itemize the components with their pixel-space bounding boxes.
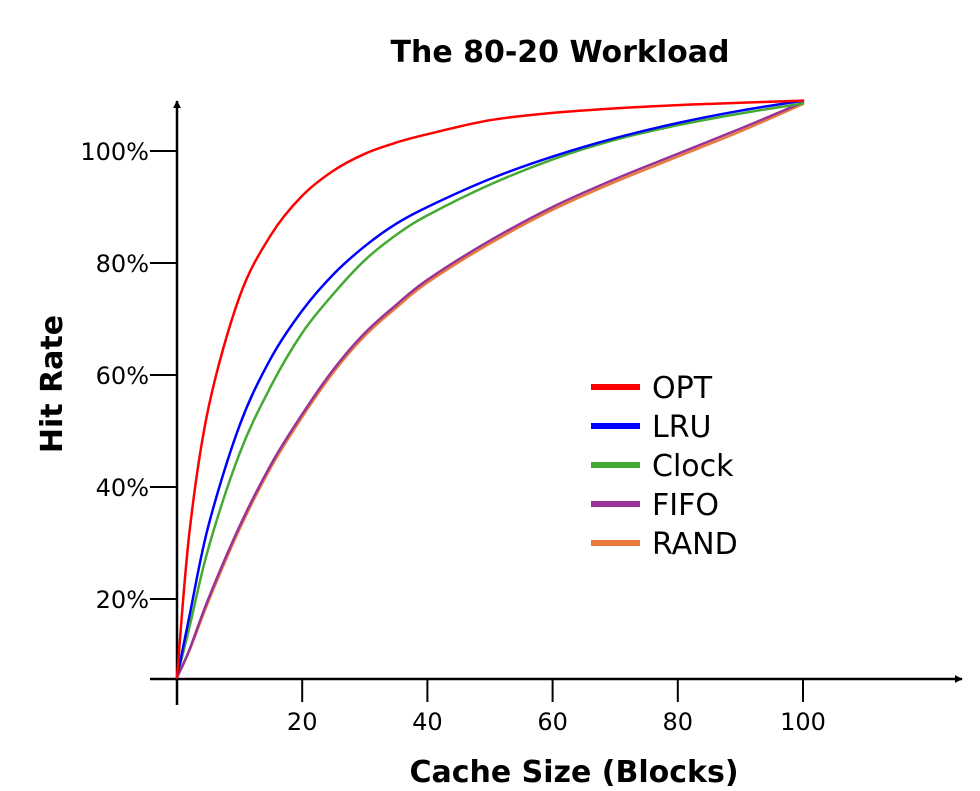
x-ticks: 20 40 60 80 100 [287, 679, 826, 736]
y-ticks: 20% 40% 60% 80% 100% [80, 138, 177, 614]
x-axis-label: Cache Size (Blocks) [409, 755, 738, 790]
series-lines [175, 99, 805, 679]
y-tick-label: 100% [80, 138, 149, 166]
y-tick-label: 80% [96, 250, 149, 278]
y-axis-label: Hit Rate [35, 315, 70, 453]
x-tick-label: 60 [537, 708, 568, 736]
x-tick-label: 80 [663, 708, 694, 736]
legend-label-lru: LRU [652, 410, 712, 445]
legend-label-rand: RAND [652, 527, 738, 562]
series-line-clock [175, 102, 805, 679]
y-tick-label: 40% [96, 474, 149, 502]
x-tick-label: 20 [287, 708, 318, 736]
series-line-fifo [175, 101, 805, 679]
legend: OPT LRU Clock FIFO RAND [591, 371, 738, 562]
series-line-lru [175, 99, 805, 679]
series-line-opt [175, 99, 805, 679]
chart-title: The 80-20 Workload [391, 35, 730, 70]
y-tick-label: 60% [96, 362, 149, 390]
legend-label-clock: Clock [652, 449, 734, 484]
legend-label-fifo: FIFO [652, 488, 719, 523]
y-tick-label: 20% [96, 586, 149, 614]
x-tick-label: 40 [412, 708, 443, 736]
legend-label-opt: OPT [652, 371, 713, 406]
x-tick-label: 100 [780, 708, 826, 736]
